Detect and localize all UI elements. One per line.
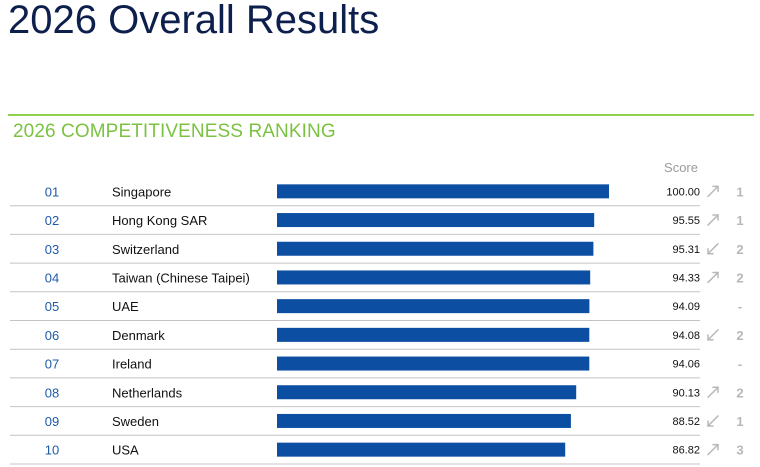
score-value: 94.09	[672, 301, 700, 313]
score-value: 100.00	[666, 186, 700, 198]
rank-change-value: 1	[736, 414, 743, 429]
score-bar	[277, 385, 577, 400]
arrow-up-right-icon	[707, 386, 719, 398]
arrow-up-right-icon	[707, 214, 719, 226]
country-name: Ireland	[112, 357, 152, 372]
score-bar	[277, 442, 566, 457]
section-title: 2026 COMPETITIVENESS RANKING	[13, 121, 336, 142]
rank-number: 10	[45, 443, 59, 458]
score-value: 94.33	[672, 272, 700, 284]
country-name: UAE	[112, 299, 139, 314]
rank-change-value: -	[738, 299, 742, 314]
score-bar	[277, 270, 591, 285]
arrow-down-left-icon	[707, 415, 719, 427]
country-name: Sweden	[112, 414, 159, 429]
arrow-down-left-icon	[707, 243, 719, 255]
rank-change-value: 3	[736, 443, 743, 458]
score-value: 95.55	[672, 215, 700, 227]
country-name: Singapore	[112, 184, 171, 199]
rank-number: 02	[45, 213, 59, 228]
score-bar	[277, 299, 590, 314]
rank-change-value: 1	[736, 213, 743, 228]
arrow-up-right-icon	[707, 185, 719, 198]
rank-change-value: 2	[736, 328, 743, 343]
score-bar	[277, 184, 609, 199]
score-value: 88.52	[672, 416, 700, 428]
score-value: 86.82	[672, 445, 700, 457]
country-name: Denmark	[112, 328, 165, 343]
arrow-up-right-icon	[707, 271, 719, 284]
rank-number: 08	[45, 385, 59, 400]
rank-number: 01	[45, 184, 59, 199]
rank-number: 09	[45, 414, 59, 429]
country-name: USA	[112, 443, 139, 458]
rank-change-value: -	[738, 357, 742, 372]
score-value: 94.06	[672, 359, 700, 371]
arrow-up-right-icon	[707, 443, 719, 456]
rank-number: 04	[45, 270, 59, 285]
score-value: 94.08	[672, 330, 700, 342]
score-bar	[277, 213, 595, 228]
score-bar	[277, 241, 594, 256]
country-name: Netherlands	[112, 385, 183, 400]
rank-number: 05	[45, 299, 59, 314]
country-name: Switzerland	[112, 242, 179, 257]
rank-change-value: 2	[736, 385, 743, 400]
arrow-down-left-icon	[707, 329, 719, 341]
score-bar	[277, 327, 590, 342]
rank-number: 03	[45, 242, 59, 257]
rank-number: 06	[45, 328, 59, 343]
country-name: Hong Kong SAR	[112, 213, 207, 228]
rank-change-value: 2	[736, 270, 743, 285]
country-name: Taiwan (Chinese Taipei)	[112, 270, 250, 285]
rank-change-value: 2	[736, 242, 743, 257]
score-value: 90.13	[672, 387, 700, 399]
page-title: 2026 Overall Results	[8, 0, 380, 42]
section-divider	[8, 114, 754, 116]
rank-change-value: 1	[736, 184, 743, 199]
score-value: 95.31	[672, 244, 700, 256]
score-column-header: Score	[664, 160, 698, 175]
score-bar	[277, 356, 590, 371]
rank-number: 07	[45, 357, 59, 372]
score-bar	[277, 413, 571, 428]
